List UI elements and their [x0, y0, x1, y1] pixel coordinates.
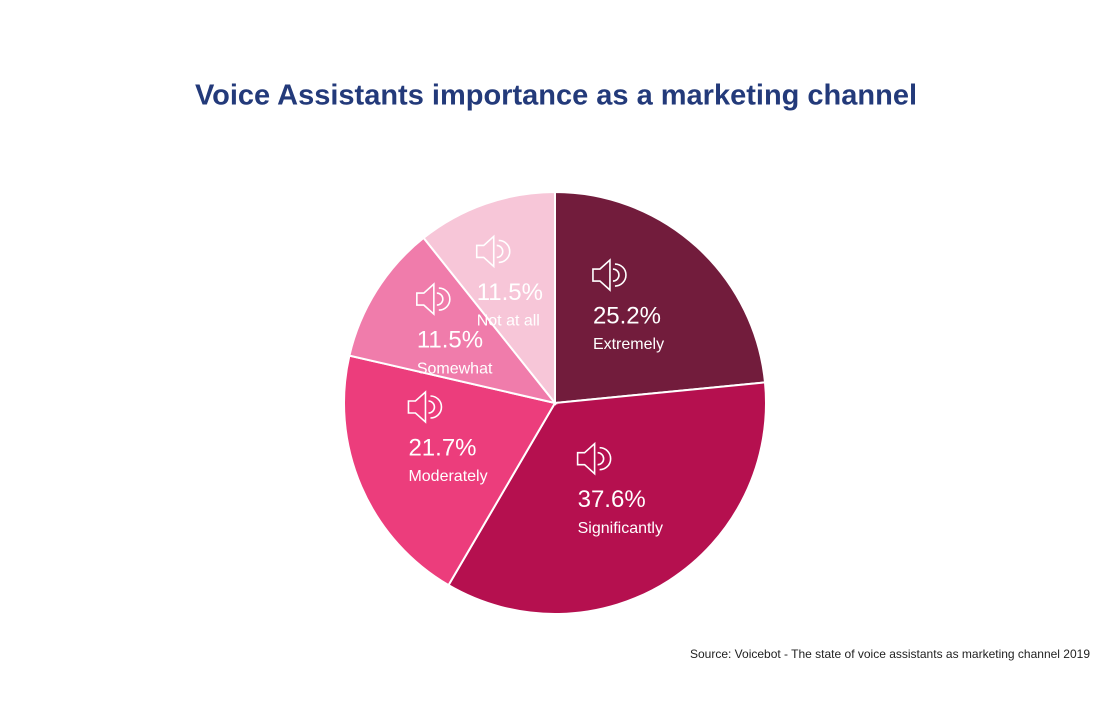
pie-slice	[554, 190, 767, 405]
speaker-wave	[436, 292, 444, 306]
speaker-icon	[416, 282, 451, 316]
pie-slice	[422, 190, 556, 406]
value-label: 37.6%	[578, 486, 646, 513]
category-label: Somewhat	[417, 360, 493, 377]
speaker-wave	[597, 451, 605, 466]
speaker-body	[416, 282, 435, 316]
category-label: Moderately	[408, 468, 487, 485]
value-label: 11.5%	[477, 279, 543, 306]
speaker-wave	[599, 446, 612, 471]
chart-title: Voice Assistants importance as a marketi…	[195, 80, 917, 112]
value-label: 21.7%	[408, 434, 476, 461]
pie-slice	[348, 236, 558, 405]
speaker-wave	[438, 287, 451, 311]
speaker-icon	[407, 390, 443, 424]
speaker-wave	[614, 263, 627, 287]
category-label: Not at all	[477, 313, 540, 330]
value-label: 25.2%	[593, 302, 661, 329]
speaker-wave	[496, 244, 504, 259]
speaker-icon	[475, 234, 511, 269]
speaker-icon	[592, 258, 627, 292]
speaker-body	[576, 441, 596, 476]
source: Source: Voicebot - The state of voice as…	[690, 647, 1090, 661]
pie-slice	[343, 354, 557, 587]
category-label: Significantly	[578, 520, 663, 537]
pie-slice	[447, 381, 767, 615]
value-label: 11.5%	[417, 326, 483, 353]
speaker-body	[475, 234, 495, 269]
speaker-wave	[612, 268, 620, 282]
speaker-wave	[428, 400, 436, 414]
speaker-wave	[430, 395, 443, 419]
category-label: Extremely	[593, 336, 664, 353]
speaker-icon	[576, 441, 612, 476]
speaker-wave	[498, 239, 511, 264]
speaker-body	[407, 390, 427, 424]
speaker-body	[592, 258, 611, 292]
